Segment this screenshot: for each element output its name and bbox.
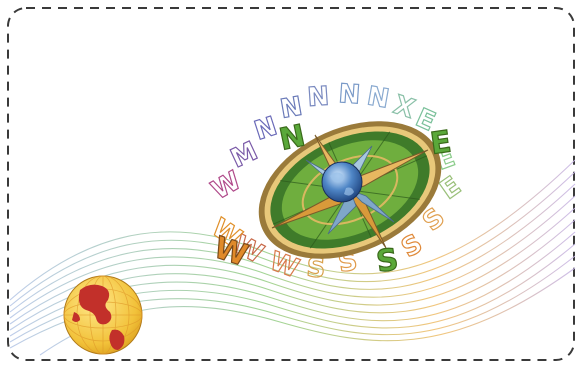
svg-text:N: N xyxy=(338,79,362,110)
east-letter: E xyxy=(428,124,453,162)
svg-text:S: S xyxy=(306,253,327,284)
svg-text:N: N xyxy=(251,111,281,146)
north-letter: N xyxy=(276,118,308,157)
svg-text:S: S xyxy=(397,229,428,264)
svg-text:N: N xyxy=(306,82,330,113)
svg-text:N: N xyxy=(365,81,392,114)
earth-icon xyxy=(321,161,363,203)
globe-icon xyxy=(63,275,143,355)
dashed-frame xyxy=(7,7,575,361)
svg-text:X: X xyxy=(390,90,418,125)
south-letter: S xyxy=(374,242,400,280)
